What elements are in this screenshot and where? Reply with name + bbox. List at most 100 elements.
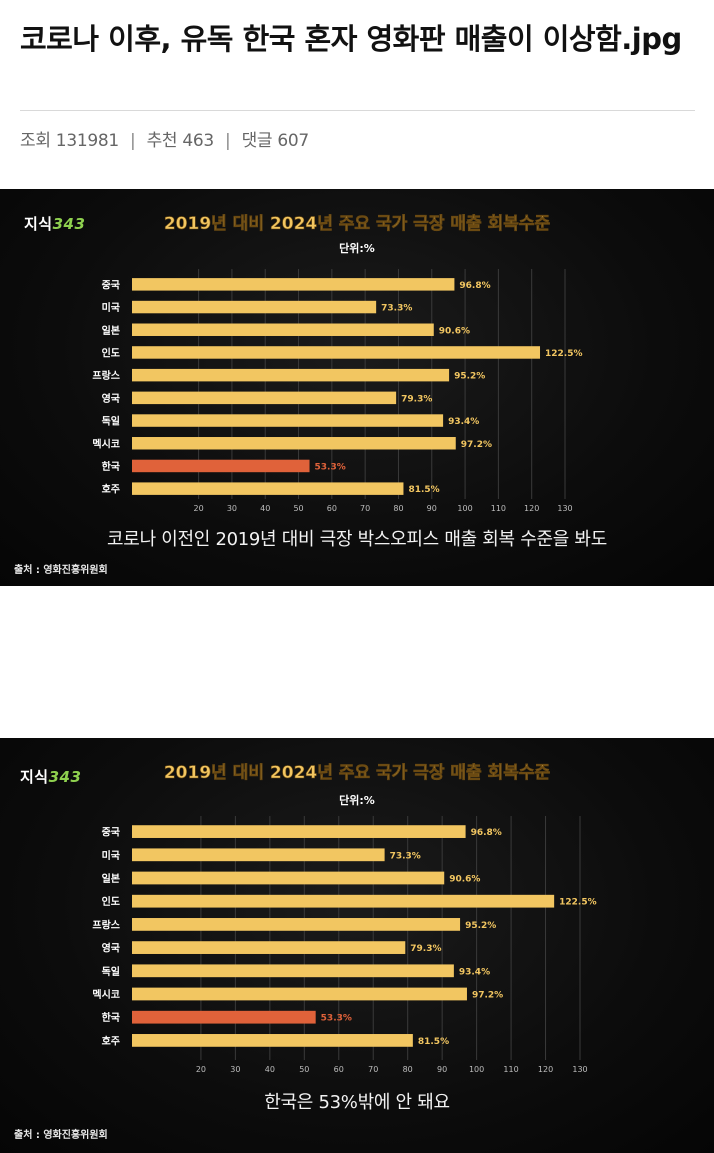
- bar: [132, 1010, 316, 1024]
- category-label: 한국: [102, 461, 120, 473]
- bar: [132, 894, 555, 908]
- x-tick-label: 50: [299, 1065, 309, 1074]
- chart-unit-label: 단위:%: [339, 793, 375, 807]
- bar: [132, 300, 377, 314]
- x-tick-label: 30: [227, 504, 237, 513]
- x-tick-label: 90: [427, 504, 437, 513]
- x-tick-label: 30: [230, 1065, 240, 1074]
- category-label: 중국: [102, 827, 120, 839]
- category-label: 호주: [102, 1034, 120, 1047]
- category-label: 인도: [102, 346, 120, 359]
- bar: [132, 871, 445, 885]
- data-label: 122.5%: [545, 349, 583, 359]
- x-tick-label: 60: [334, 1065, 344, 1074]
- data-label: 81.5%: [418, 1037, 449, 1047]
- video-caption: 코로나 이전인 2019년 대비 극장 박스오피스 매출 회복 수준을 봐도: [107, 529, 607, 550]
- data-label: 96.8%: [471, 828, 502, 838]
- category-label: 프랑스: [92, 919, 120, 931]
- x-tick-label: 80: [403, 1065, 413, 1074]
- chart-unit-label: 단위:%: [339, 241, 375, 255]
- x-tick-label: 110: [503, 1065, 518, 1074]
- bar: [132, 323, 434, 336]
- logo-number: 343: [52, 215, 86, 233]
- logo-text: 지식: [20, 768, 49, 786]
- video-caption: 한국은 53%밖에 안 돼요: [264, 1092, 450, 1113]
- category-label: 독일: [102, 965, 120, 978]
- bar: [132, 825, 466, 838]
- bar: [132, 414, 444, 427]
- recommend-label: 추천: [146, 131, 178, 151]
- x-tick-label: 70: [360, 504, 370, 513]
- x-tick-label: 20: [196, 1065, 206, 1074]
- category-label: 독일: [102, 415, 120, 428]
- data-label: 53.3%: [315, 462, 346, 472]
- logo-text: 지식: [24, 215, 53, 233]
- channel-logo: 지식343: [20, 766, 81, 787]
- data-label: 79.3%: [410, 944, 441, 954]
- bar: [132, 368, 450, 382]
- category-label: 영국: [102, 942, 120, 955]
- data-label: 81.5%: [408, 485, 439, 495]
- data-label: 93.4%: [448, 417, 479, 427]
- data-label: 96.8%: [459, 281, 490, 291]
- category-label: 일본: [102, 324, 120, 337]
- x-tick-label: 40: [260, 504, 270, 513]
- x-tick-label: 40: [265, 1065, 275, 1074]
- comments-label: 댓글: [241, 131, 273, 151]
- x-tick-label: 80: [393, 504, 403, 513]
- x-tick-label: 90: [437, 1065, 447, 1074]
- x-tick-label: 120: [538, 1065, 553, 1074]
- category-label: 호주: [102, 483, 120, 496]
- data-label: 73.3%: [390, 851, 421, 861]
- x-tick-label: 130: [572, 1065, 587, 1074]
- category-label: 일본: [102, 872, 120, 885]
- post-title: 코로나 이후, 유독 한국 혼자 영화판 매출이 이상함.jpg: [20, 22, 682, 56]
- views-label: 조회: [20, 131, 51, 151]
- category-label: 인도: [102, 895, 120, 908]
- data-label: 122.5%: [559, 898, 597, 908]
- source-note: 출처 : 영화진흥위원회: [14, 565, 108, 576]
- meta-separator: |: [225, 131, 231, 151]
- chart-title: 2019년 대비 2024년 주요 국가 극장 매출 회복수준: [164, 214, 551, 234]
- recommend-count: 463: [182, 131, 214, 151]
- bar: [132, 278, 455, 291]
- source-note: 출처 : 영화진흥위원회: [14, 1130, 108, 1141]
- bar: [132, 964, 454, 978]
- x-tick-label: 130: [557, 504, 572, 513]
- bar: [132, 437, 456, 450]
- title-divider: [20, 110, 695, 111]
- bar: [132, 987, 467, 1001]
- data-label: 95.2%: [454, 372, 485, 382]
- data-label: 90.6%: [439, 326, 470, 336]
- data-label: 93.4%: [459, 967, 490, 977]
- views-count: 131981: [55, 131, 119, 151]
- bar: [132, 391, 397, 405]
- chart-title: 2019년 대비 2024년 주요 국가 극장 매출 회복수준: [164, 763, 551, 783]
- comments-count: 607: [277, 131, 309, 151]
- bar: [132, 346, 541, 359]
- category-label: 중국: [102, 279, 120, 291]
- category-label: 영국: [102, 392, 120, 405]
- data-label: 73.3%: [381, 304, 412, 314]
- bar: [132, 941, 406, 954]
- x-tick-label: 60: [327, 504, 337, 513]
- bar: [132, 1034, 413, 1047]
- x-tick-label: 100: [457, 504, 472, 513]
- meta-separator: |: [130, 131, 136, 151]
- x-tick-label: 20: [194, 504, 204, 513]
- data-label: 95.2%: [465, 921, 496, 931]
- channel-logo: 지식343: [24, 213, 85, 234]
- x-tick-label: 100: [469, 1065, 484, 1074]
- data-label: 97.2%: [472, 991, 503, 1001]
- logo-number: 343: [48, 768, 82, 786]
- post-meta: 조회 131981 | 추천 463 | 댓글 607: [20, 126, 309, 151]
- x-tick-label: 70: [368, 1065, 378, 1074]
- x-tick-label: 50: [293, 504, 303, 513]
- category-label: 미국: [102, 301, 120, 314]
- bar: [132, 459, 310, 473]
- category-label: 한국: [102, 1012, 120, 1024]
